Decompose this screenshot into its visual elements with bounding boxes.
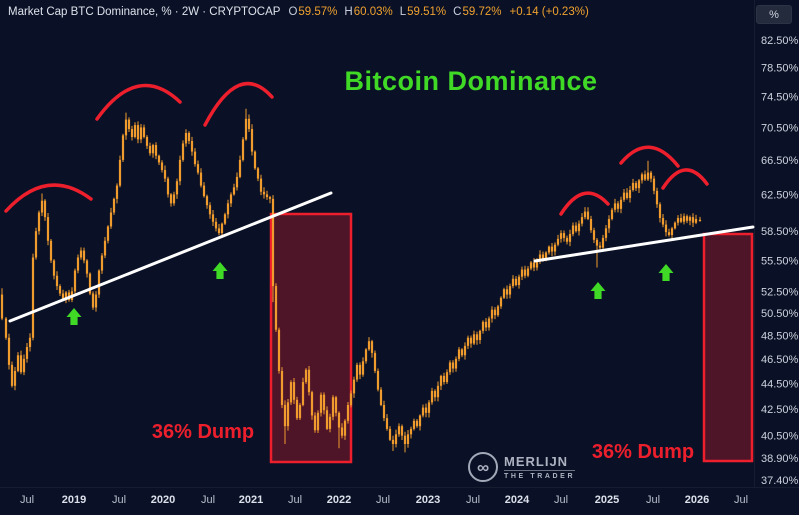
y-axis-label[interactable]: 58.50% bbox=[761, 226, 799, 238]
x-axis-label[interactable]: 2020 bbox=[151, 494, 175, 506]
y-axis-label[interactable]: 70.50% bbox=[761, 122, 799, 134]
ohlc-close: C59.72% bbox=[453, 6, 501, 18]
ohlc-high: H60.03% bbox=[344, 6, 392, 18]
up-arrow-icon bbox=[658, 264, 674, 281]
y-axis-label[interactable]: 42.50% bbox=[761, 404, 799, 416]
x-axis-label[interactable]: Jul bbox=[466, 494, 480, 506]
resistance-arc bbox=[203, 81, 274, 127]
symbol-title[interactable]: Market Cap BTC Dominance, % · 2W · CRYPT… bbox=[8, 6, 281, 18]
high-value: 60.03% bbox=[353, 6, 393, 18]
x-axis-label[interactable]: 2023 bbox=[416, 494, 440, 506]
x-axis-label[interactable]: Jul bbox=[646, 494, 660, 506]
y-axis-label[interactable]: 40.50% bbox=[761, 431, 799, 443]
trendline[interactable] bbox=[533, 225, 755, 263]
y-axis-label[interactable]: 78.50% bbox=[761, 63, 799, 75]
x-axis-label[interactable]: Jul bbox=[201, 494, 215, 506]
y-axis-label[interactable]: 37.40% bbox=[761, 475, 799, 487]
y-axis-label[interactable]: 46.50% bbox=[761, 354, 799, 366]
x-axis-label[interactable]: 2022 bbox=[327, 494, 351, 506]
y-axis-label[interactable]: 82.50% bbox=[761, 35, 799, 47]
x-axis-label[interactable]: 2026 bbox=[685, 494, 709, 506]
x-axis-label[interactable]: Jul bbox=[288, 494, 302, 506]
close-value: 59.72% bbox=[462, 6, 502, 18]
high-label: H bbox=[344, 6, 353, 18]
y-axis-label[interactable]: 44.50% bbox=[761, 378, 799, 390]
x-axis-label[interactable]: Jul bbox=[376, 494, 390, 506]
ohlc-low: L59.51% bbox=[400, 6, 446, 18]
trendline[interactable] bbox=[8, 191, 333, 323]
dump-box bbox=[702, 232, 754, 463]
up-arrow-icon bbox=[590, 282, 606, 299]
y-axis-label[interactable]: 62.50% bbox=[761, 189, 799, 201]
trendlines[interactable] bbox=[8, 191, 755, 323]
low-value: 59.51% bbox=[407, 6, 447, 18]
up-arrow-icon bbox=[66, 308, 82, 325]
resistance-arc bbox=[619, 145, 680, 168]
resistance-arc bbox=[661, 168, 709, 190]
y-axis-label[interactable]: 52.50% bbox=[761, 286, 799, 298]
time-axis[interactable]: Jul 2019 Jul 2020 Jul 2021 Jul 2022 Jul 2023 Jul 20… bbox=[20, 494, 748, 506]
y-axis-label[interactable]: 50.50% bbox=[761, 308, 799, 320]
x-axis-label[interactable]: Jul bbox=[112, 494, 126, 506]
resistance-arc bbox=[95, 83, 182, 121]
price-axis[interactable]: 82.50% 78.50% 74.50% 70.50% 66.50% 62.50% 58.5… bbox=[761, 35, 799, 487]
change-readout: +0.14 (+0.23%) bbox=[509, 6, 589, 18]
open-label: O bbox=[288, 6, 298, 18]
dump-label-left: 36% Dump bbox=[151, 421, 255, 443]
up-arrow-icon bbox=[212, 262, 228, 279]
candlesticks[interactable] bbox=[0, 108, 702, 453]
chart-legend[interactable]: Market Cap BTC Dominance, % · 2W · CRYPT… bbox=[8, 6, 589, 18]
ohlc-readout: O59.57% H60.03% L59.51% C59.72% bbox=[288, 6, 501, 18]
time-axis-separator bbox=[0, 487, 799, 488]
merlijn-logo-icon: ∞ bbox=[468, 452, 498, 482]
x-axis-label[interactable]: 2025 bbox=[595, 494, 619, 506]
x-axis-label[interactable]: 2019 bbox=[62, 494, 86, 506]
y-axis-label[interactable]: 48.50% bbox=[761, 330, 799, 342]
open-value: 59.57% bbox=[298, 6, 338, 18]
x-axis-label[interactable]: 2021 bbox=[239, 494, 263, 506]
watermark-subtitle: THE TRADER bbox=[504, 473, 576, 480]
ohlc-open: O59.57% bbox=[288, 6, 337, 18]
dump-label-right: 36% Dump bbox=[591, 441, 695, 463]
support-arrows bbox=[66, 262, 674, 325]
y-axis-label[interactable]: 66.50% bbox=[761, 155, 799, 167]
x-axis-label[interactable]: Jul bbox=[734, 494, 748, 506]
resistance-arcs bbox=[4, 81, 709, 216]
resistance-arc bbox=[4, 183, 93, 213]
x-axis-label[interactable]: 2024 bbox=[505, 494, 530, 506]
y-axis-label[interactable]: 38.90% bbox=[761, 453, 799, 465]
watermark-text: MERLIJN THE TRADER bbox=[504, 454, 576, 480]
x-axis-label[interactable]: Jul bbox=[20, 494, 34, 506]
dump-boxes bbox=[269, 212, 754, 464]
low-label: L bbox=[399, 6, 407, 18]
y-axis-label[interactable]: 74.50% bbox=[761, 92, 799, 104]
chart-annotation-title: Bitcoin Dominance bbox=[344, 66, 598, 96]
close-label: C bbox=[453, 6, 462, 18]
resistance-arc bbox=[559, 191, 610, 216]
watermark: ∞ MERLIJN THE TRADER bbox=[468, 452, 576, 482]
y-axis-label[interactable]: 55.50% bbox=[761, 255, 799, 267]
x-axis-label[interactable]: Jul bbox=[554, 494, 568, 506]
percent-scale-button[interactable]: % bbox=[756, 5, 792, 24]
price-axis-separator bbox=[754, 0, 755, 487]
watermark-name: MERLIJN bbox=[504, 454, 576, 471]
